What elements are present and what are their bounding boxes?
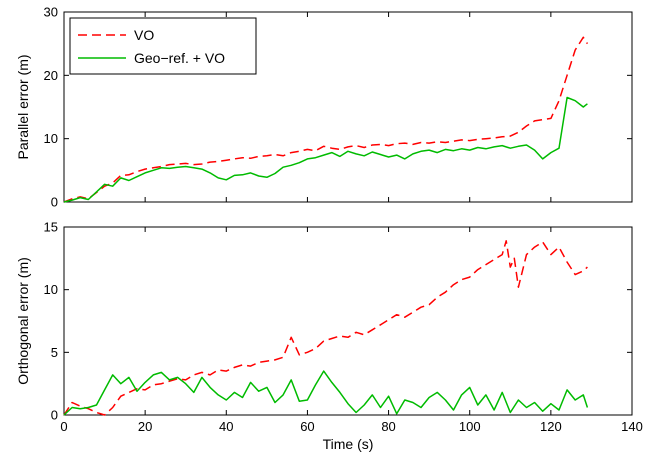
panel2-x-tick-label: 40 — [219, 419, 233, 434]
legend-entry-georef-vo: Geo−ref. + VO — [134, 50, 225, 66]
legend-box — [69, 17, 257, 75]
panel2-x-tick-label: 120 — [540, 419, 562, 434]
panel2-y-tick-label: 10 — [44, 282, 58, 297]
panel2-x-tick-label: 80 — [381, 419, 395, 434]
panel2-x-tick-label: 140 — [621, 419, 643, 434]
panel1-y-tick-label: 0 — [51, 195, 58, 210]
panel1-y-tick-label: 10 — [44, 131, 58, 146]
panel1-y-axis-label: Parallel error (m) — [15, 54, 31, 159]
panel2-y-tick-label: 15 — [44, 220, 58, 235]
panel1-series-georef-vo-line — [63, 96, 588, 203]
panel2-x-axis-label: Time (s) — [323, 436, 374, 452]
panel2-series-vo-line — [63, 240, 588, 416]
panel2-x-tick-label: 0 — [60, 419, 67, 434]
panel1-y-tick-label: 20 — [44, 68, 58, 83]
panel2-x-tick-label: 60 — [300, 419, 314, 434]
panel2-x-tick-label: 100 — [459, 419, 481, 434]
panel2-series-georef-vo-line — [63, 370, 589, 416]
panel2-y-tick-label: 0 — [51, 408, 58, 423]
panel1-series-vo-line — [63, 36, 589, 203]
panel2-y-tick-label: 5 — [51, 345, 58, 360]
legend-entry-vo: VO — [134, 27, 154, 43]
panel2-x-tick-label: 20 — [138, 419, 152, 434]
panel1-y-tick-label: 30 — [44, 5, 58, 20]
panel2-y-axis-label: Orthogonal error (m) — [15, 257, 31, 385]
